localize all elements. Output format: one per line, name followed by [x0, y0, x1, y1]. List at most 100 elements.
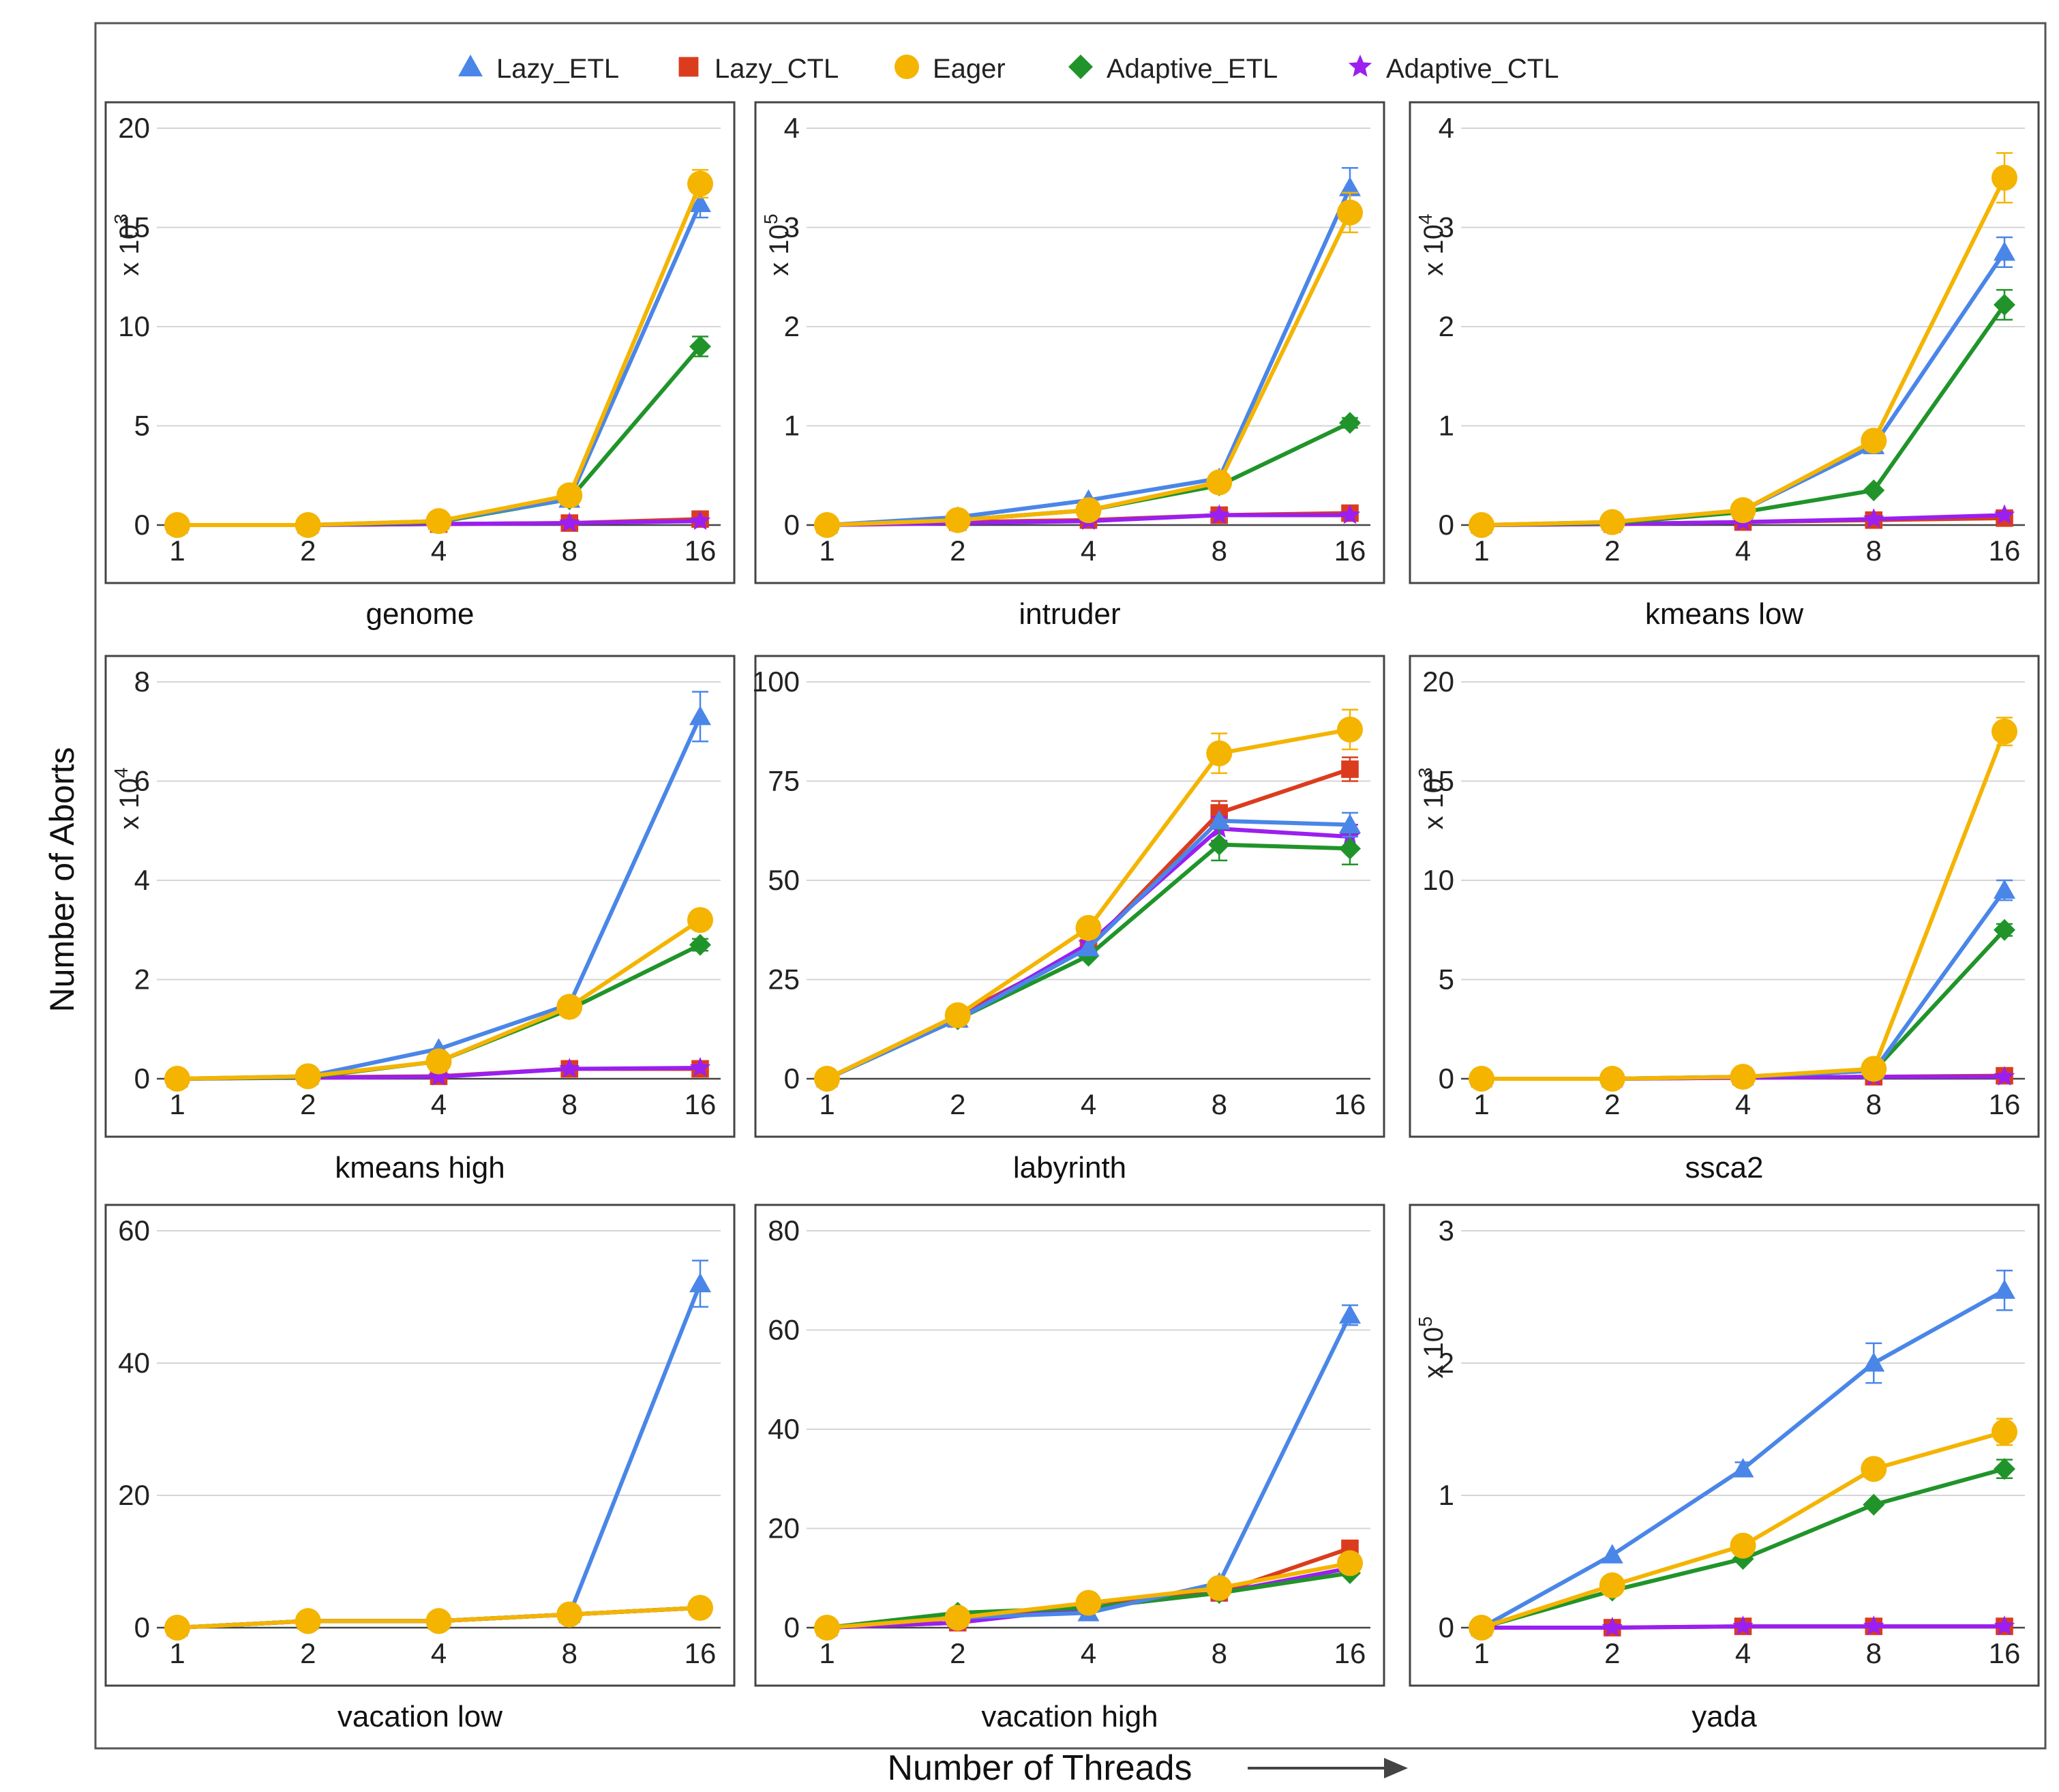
data-point [689, 934, 711, 956]
x-tick-label: 16 [1334, 535, 1366, 567]
legend-marker-square [678, 57, 699, 77]
x-tick-label: 1 [819, 1637, 835, 1669]
data-point [1732, 1458, 1754, 1478]
panel-frame [1409, 101, 2040, 584]
data-point [1861, 428, 1887, 454]
data-point [164, 512, 190, 538]
panel-title: vacation low [337, 1700, 502, 1733]
legend-item: Eager [895, 54, 1006, 84]
series-Eager [164, 907, 713, 1092]
x-tick-label: 1 [169, 1637, 185, 1669]
data-point [1994, 1279, 2015, 1299]
y-tick-label: 3 [1439, 211, 1454, 243]
data-point [425, 508, 452, 535]
legend-item: Lazy_ETL [458, 54, 619, 84]
legend-item: Adaptive_CTL [1348, 54, 1559, 84]
x-tick-label: 16 [685, 535, 717, 567]
data-point [687, 170, 713, 197]
x-tick-label: 8 [562, 535, 577, 567]
data-point [1341, 760, 1359, 778]
axis-multiplier: x 103 [110, 213, 145, 275]
y-tick-label: 0 [784, 1611, 800, 1643]
x-tick-label: 4 [431, 535, 447, 567]
data-point [559, 512, 580, 532]
panel-title: intruder [1019, 597, 1120, 631]
data-point [944, 507, 971, 533]
data-point [1730, 1064, 1756, 1090]
data-point [425, 1608, 452, 1634]
series-Eager [164, 168, 713, 538]
data-point [1992, 718, 2017, 745]
y-tick-label: 5 [134, 410, 150, 442]
panel-frame [104, 1204, 736, 1687]
y-tick-label: 0 [134, 1611, 150, 1643]
x-tick-label: 16 [685, 1088, 717, 1120]
x-tick-label: 1 [819, 1088, 835, 1120]
data-point [425, 1048, 452, 1075]
data-point [689, 1057, 711, 1077]
x-tick-label: 1 [1473, 1088, 1489, 1120]
data-point [556, 1601, 583, 1628]
data-point [1994, 504, 2015, 524]
panel-title: vacation high [981, 1700, 1158, 1733]
data-point [814, 1066, 840, 1092]
data-point [1732, 1615, 1754, 1635]
data-point [1206, 740, 1233, 766]
y-tick-label: 40 [118, 1347, 150, 1379]
data-point [1730, 497, 1756, 524]
data-point [1863, 1352, 1885, 1372]
legend-item: Adaptive_ETL [1068, 54, 1278, 84]
x-tick-label: 16 [1989, 535, 2021, 567]
y-tick-label: 40 [768, 1413, 800, 1445]
y-tick-label: 0 [784, 509, 800, 541]
panel-vacation-low: 0 20 40 60 1 2 4 8 16 vacation low [104, 1204, 736, 1733]
data-point [1601, 1544, 1623, 1564]
series-Eager [1469, 152, 2017, 538]
data-point [295, 1608, 321, 1634]
data-point [1339, 412, 1361, 434]
data-point [1863, 508, 1884, 528]
data-point [814, 512, 840, 538]
data-point [1863, 1615, 1884, 1635]
data-point [689, 510, 711, 531]
y-tick-label: 3 [1439, 1214, 1454, 1246]
series-Eager [814, 192, 1363, 538]
y-tick-label: 1 [1439, 410, 1454, 442]
y-tick-label: 0 [134, 509, 150, 541]
data-point [556, 482, 583, 509]
y-tick-label: 100 [752, 666, 800, 698]
x-tick-label: 2 [950, 1637, 965, 1669]
data-point [689, 335, 711, 358]
data-point [1206, 1574, 1233, 1601]
legend-marker-triangle [458, 55, 483, 77]
x-tick-label: 2 [300, 1088, 316, 1120]
x-tick-label: 16 [685, 1637, 717, 1669]
axis-multiplier: x 105 [1415, 1316, 1449, 1378]
data-point [1337, 199, 1363, 226]
data-point [1602, 1617, 1623, 1637]
data-point [1469, 1615, 1494, 1641]
panel-title: genome [365, 597, 474, 631]
data-point [687, 1594, 713, 1621]
data-point [428, 1066, 449, 1086]
axis-multiplier: x 104 [110, 767, 145, 829]
y-tick-label: 4 [134, 864, 150, 896]
x-tick-label: 16 [1334, 1088, 1366, 1120]
x-axis-arrow-icon [1248, 1758, 1408, 1778]
data-point [1992, 1418, 2017, 1445]
data-point [1863, 1493, 1885, 1516]
data-point [1469, 512, 1494, 538]
y-tick-label: 6 [134, 765, 150, 797]
x-tick-label: 1 [1473, 1637, 1489, 1669]
data-point [1599, 1572, 1625, 1598]
y-tick-label: 60 [768, 1314, 800, 1346]
panel-frame [1409, 1204, 2040, 1687]
data-point [687, 907, 713, 934]
data-point [1861, 1056, 1887, 1082]
data-point [1994, 293, 2015, 316]
legend-item: Lazy_CTL [678, 54, 839, 84]
x-tick-label: 4 [1081, 1637, 1096, 1669]
